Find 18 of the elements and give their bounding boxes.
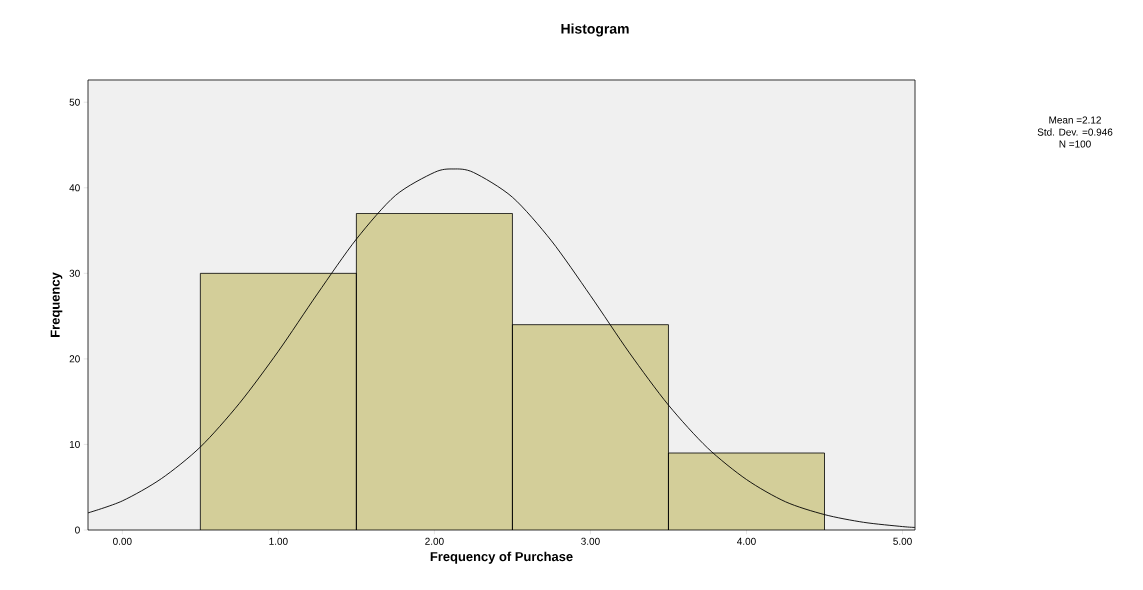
x-tick-label: 4.00 [737, 537, 756, 545]
x-tick-label: 2.00 [425, 537, 444, 545]
y-tick-label: 10 [69, 440, 80, 448]
x-tick-label: 1.00 [269, 537, 288, 545]
x-tick-label: 0.00 [113, 537, 132, 545]
text: Mean =2.12 [1049, 116, 1101, 124]
y-axis-title: Frequency [50, 272, 63, 337]
x-tick-label: 3.00 [581, 537, 600, 545]
text: N =100 [1059, 140, 1091, 148]
y-tick-label: 0 [75, 526, 80, 534]
y-tick-label: 40 [69, 184, 80, 192]
x-tick-label: 5.00 [893, 537, 912, 545]
y-tick-label: 50 [69, 98, 80, 106]
x-axis-title: Frequency of Purchase [430, 551, 573, 564]
y-tick-label: 30 [69, 269, 80, 277]
chart-title: Histogram [561, 23, 629, 37]
text: Std. Dev. =0.946 [1037, 128, 1113, 136]
y-tick-label: 20 [69, 355, 80, 363]
